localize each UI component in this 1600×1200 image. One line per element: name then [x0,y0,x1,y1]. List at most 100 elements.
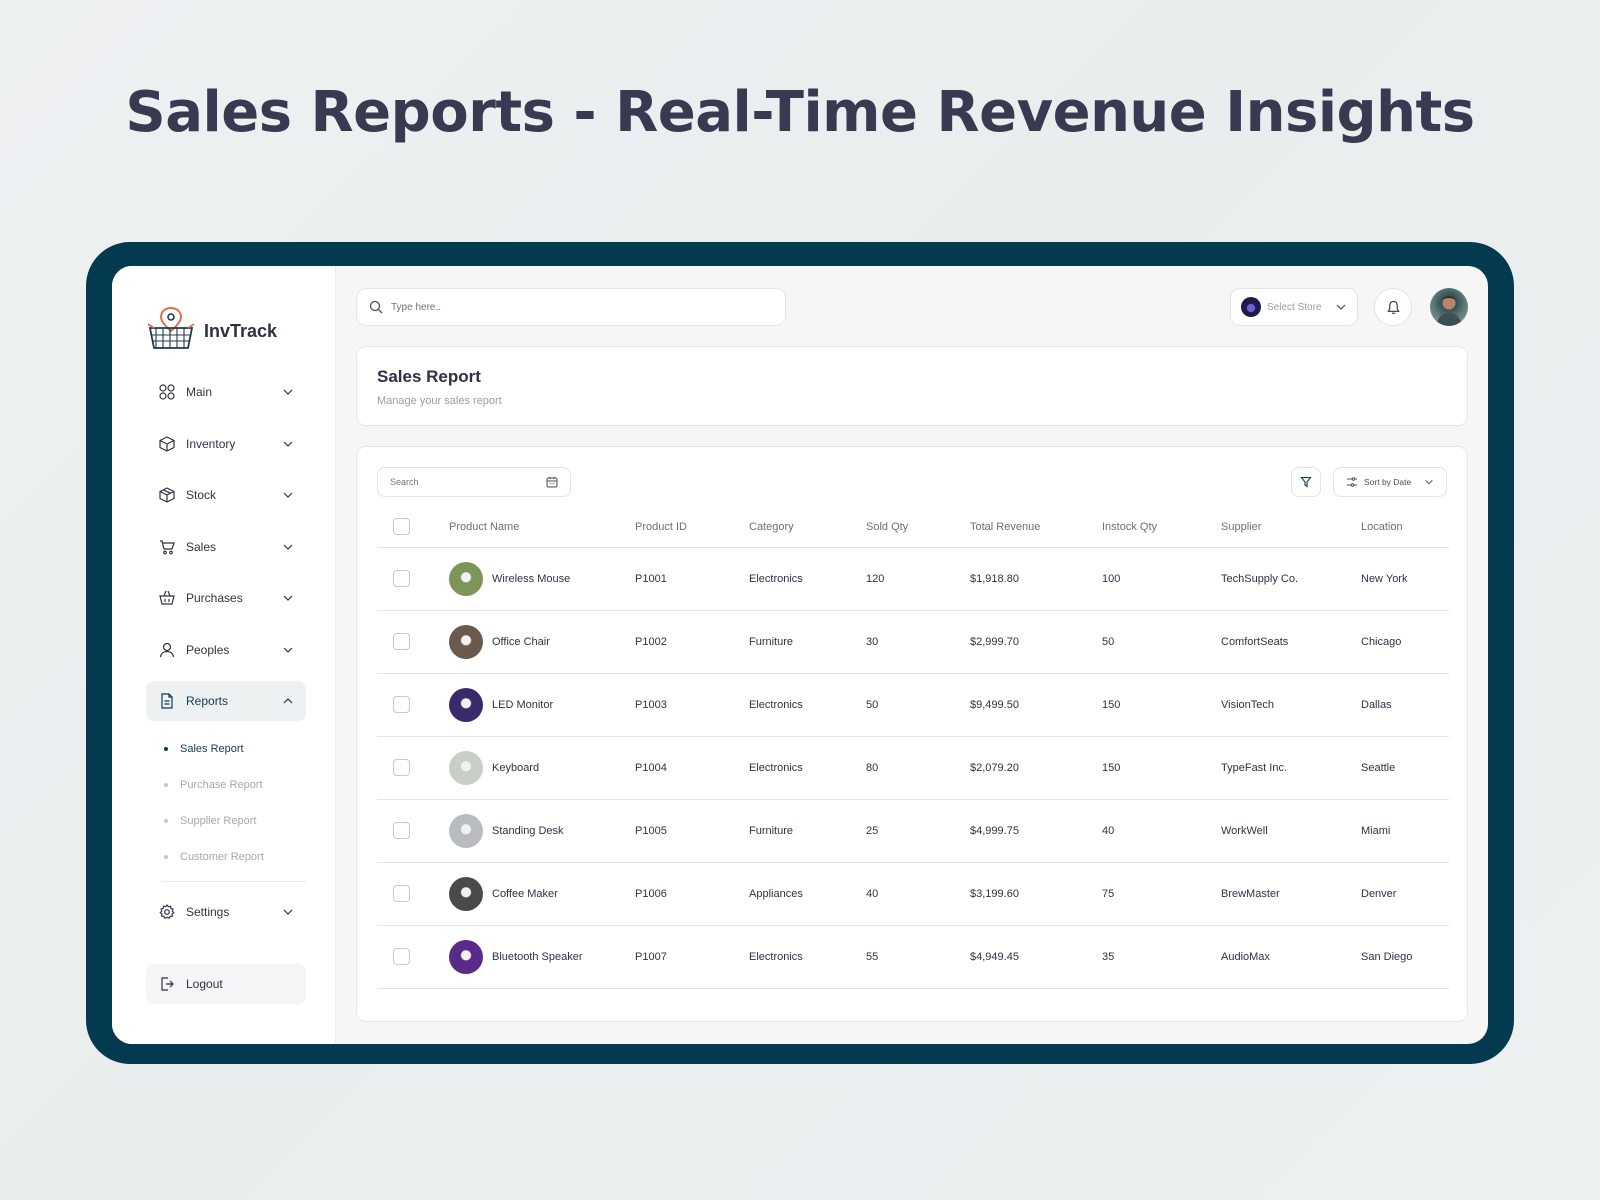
sidebar-item-label: Settings [186,904,230,919]
sidebar-item-settings[interactable]: Settings [146,892,306,932]
cell-revenue: $9,499.50 [970,673,1102,737]
sidebar-item-peoples[interactable]: Peoples [146,630,306,670]
sub-item-supplier-report[interactable]: Supplier Report [162,803,306,839]
cell-supplier: BrewMaster [1221,862,1361,926]
sidebar-item-inventory[interactable]: Inventory [146,424,306,464]
box-icon [158,435,176,453]
table-row[interactable]: Office Chair P1002 Furniture 30 $2,999.70 50 C… [377,610,1449,674]
cell-revenue: $2,999.70 [970,610,1102,674]
cell-instock: 40 [1102,799,1221,863]
cell-category: Electronics [749,673,866,737]
product-name: Wireless Mouse [492,572,571,585]
table-row[interactable]: Wireless Mouse P1001 Electronics 120 $1,918.… [377,547,1449,611]
product-name-cell: Wireless Mouse [449,547,635,611]
search-input[interactable] [391,301,751,313]
sub-item-label: Purchase Report [180,778,263,791]
chevron-down-icon [283,492,293,498]
chevron-down-icon [283,647,293,653]
page-header-card: Sales Report Manage your sales report [356,346,1468,426]
row-checkbox[interactable] [393,822,410,839]
row-checkbox[interactable] [393,633,410,650]
cell-id: P1004 [635,736,749,800]
row-select-cell [377,862,449,926]
column-header[interactable]: Location [1361,507,1449,548]
bullet-icon [164,782,168,787]
select-all-checkbox[interactable] [393,518,410,536]
bullet-icon [164,818,168,823]
chevron-down-icon [283,595,293,601]
table-row[interactable]: LED Monitor P1003 Electronics 50 $9,499.50 15… [377,673,1449,737]
cell-category: Appliances [749,862,866,926]
product-name: LED Monitor [492,698,554,711]
divider [162,880,306,882]
table-row[interactable]: Standing Desk P1005 Furniture 25 $4,999.75 40… [377,799,1449,863]
cell-location: Seattle [1361,736,1449,800]
cell-revenue: $4,949.45 [970,925,1102,989]
column-header[interactable]: Instock Qty [1102,507,1221,548]
cell-location: Denver [1361,862,1449,926]
global-search[interactable] [356,288,786,326]
product-thumbnail [449,687,483,722]
row-select-cell [377,799,449,863]
chevron-up-icon [283,698,293,704]
sub-item-sales-report[interactable]: Sales Report [162,731,306,767]
app-name: InvTrack [204,320,278,341]
row-select-cell [377,547,449,611]
cell-id: P1006 [635,862,749,926]
cell-sold: 30 [866,610,970,674]
column-header[interactable]: Sold Qty [866,507,970,548]
notifications-button[interactable] [1374,288,1412,326]
chevron-down-icon [283,441,293,447]
column-header[interactable]: Product Name [449,507,635,548]
filter-button[interactable] [1291,467,1321,497]
store-select[interactable]: Select Store [1230,288,1358,326]
sub-item-purchase-report[interactable]: Purchase Report [162,767,306,803]
product-name: Coffee Maker [492,887,558,900]
sidebar-item-reports[interactable]: Reports [146,681,306,721]
table-search-input[interactable] [390,477,546,487]
cell-id: P1005 [635,799,749,863]
cart-icon [158,538,176,556]
cell-instock: 75 [1102,862,1221,926]
table-search[interactable] [377,467,571,497]
sidebar-item-sales[interactable]: Sales [146,527,306,567]
row-checkbox[interactable] [393,885,410,902]
row-select-cell [377,736,449,800]
sidebar-item-label: Purchases [186,591,243,605]
row-checkbox[interactable] [393,948,410,965]
column-header[interactable]: Product ID [635,507,749,548]
cell-supplier: ComfortSeats [1221,610,1361,674]
product-name-cell: Keyboard [449,736,635,800]
logo[interactable]: InvTrack [146,306,277,350]
sort-by-date-button[interactable]: Sort by Date [1333,467,1447,497]
product-thumbnail [449,813,483,848]
sidebar-item-main[interactable]: Main [146,372,306,412]
table-row[interactable]: Keyboard P1004 Electronics 80 $2,079.20 150 Ty… [377,736,1449,800]
row-checkbox[interactable] [393,759,410,776]
store-logo-icon [1241,297,1261,317]
logout-button[interactable]: Logout [146,964,306,1004]
product-thumbnail [449,750,483,785]
device-frame: InvTrack Main Inventory [86,242,1514,1064]
cell-location: Chicago [1361,610,1449,674]
column-header[interactable]: Total Revenue [970,507,1102,548]
column-header[interactable]: Category [749,507,866,548]
sidebar-item-purchases[interactable]: Purchases [146,578,306,618]
select-all-cell [377,507,449,548]
column-header[interactable]: Supplier [1221,507,1361,548]
cell-sold: 120 [866,547,970,611]
user-avatar[interactable] [1430,288,1468,326]
table-row[interactable]: Coffee Maker P1006 Appliances 40 $3,199.60 75… [377,862,1449,926]
table-row[interactable]: Bluetooth Speaker P1007 Electronics 55 $4,94… [377,925,1449,989]
product-name-cell: Office Chair [449,610,635,674]
cell-instock: 100 [1102,547,1221,611]
cell-sold: 50 [866,673,970,737]
sidebar-item-stock[interactable]: Stock [146,475,306,515]
app-screen: InvTrack Main Inventory [112,266,1488,1044]
calendar-icon[interactable] [546,476,558,488]
row-checkbox[interactable] [393,570,410,587]
row-checkbox[interactable] [393,696,410,713]
sub-item-customer-report[interactable]: Customer Report [162,839,306,875]
cell-sold: 80 [866,736,970,800]
store-select-label: Select Store [1267,301,1322,313]
